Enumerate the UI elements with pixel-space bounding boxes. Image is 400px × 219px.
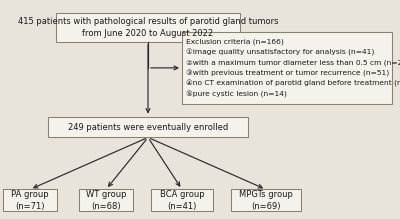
FancyBboxPatch shape [231,189,301,211]
Text: PA group
(n=71): PA group (n=71) [11,190,49,211]
FancyBboxPatch shape [151,189,213,211]
FancyBboxPatch shape [182,32,392,104]
FancyBboxPatch shape [48,117,248,138]
FancyBboxPatch shape [3,189,57,211]
Text: MPGTs group
(n=69): MPGTs group (n=69) [239,190,293,211]
Text: WT group
(n=68): WT group (n=68) [86,190,126,211]
FancyBboxPatch shape [79,189,133,211]
Text: 249 patients were eventually enrolled: 249 patients were eventually enrolled [68,122,228,132]
Text: ①image quality unsatisfactory for analysis (n=41): ①image quality unsatisfactory for analys… [186,49,374,56]
Text: ③with previous treatment or tumor recurrence (n=51): ③with previous treatment or tumor recurr… [186,70,389,77]
Text: BCA group
(n=41): BCA group (n=41) [160,190,204,211]
FancyBboxPatch shape [56,13,240,42]
Text: ②with a maximum tumor diameter less than 0.5 cm (n=25): ②with a maximum tumor diameter less than… [186,59,400,66]
Text: ④no CT examination of parotid gland before treatment (n=35): ④no CT examination of parotid gland befo… [186,80,400,87]
Text: ⑤pure cystic lesion (n=14): ⑤pure cystic lesion (n=14) [186,90,287,97]
Text: 415 patients with pathological results of parotid gland tumors
from June 2020 to: 415 patients with pathological results o… [18,17,278,38]
Text: Exclusion criteria (n=166): Exclusion criteria (n=166) [186,39,284,45]
